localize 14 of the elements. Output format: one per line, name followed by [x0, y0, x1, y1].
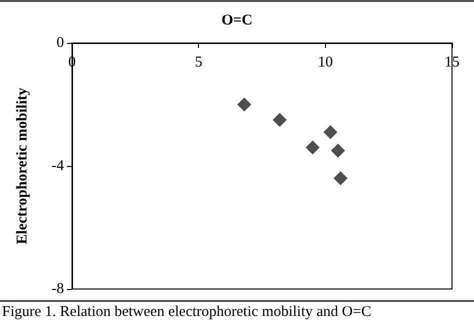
x-tick-label: 10 — [318, 54, 333, 70]
chart-title: O=C — [221, 12, 253, 28]
point — [334, 171, 348, 186]
y-axis-title: Electrophoretic mobility — [14, 87, 30, 244]
x-tick-label: 5 — [194, 54, 202, 70]
point — [237, 98, 252, 112]
caption: Figure 1. Relation between electrophoretic mobility and O=C — [0, 300, 474, 324]
point — [272, 112, 287, 127]
point — [306, 140, 320, 155]
point — [323, 125, 338, 140]
point — [331, 144, 345, 158]
y-tick-label: -8 — [52, 281, 64, 297]
y-tick-label: -4 — [52, 158, 64, 174]
y-tick-label: 0 — [56, 35, 64, 51]
